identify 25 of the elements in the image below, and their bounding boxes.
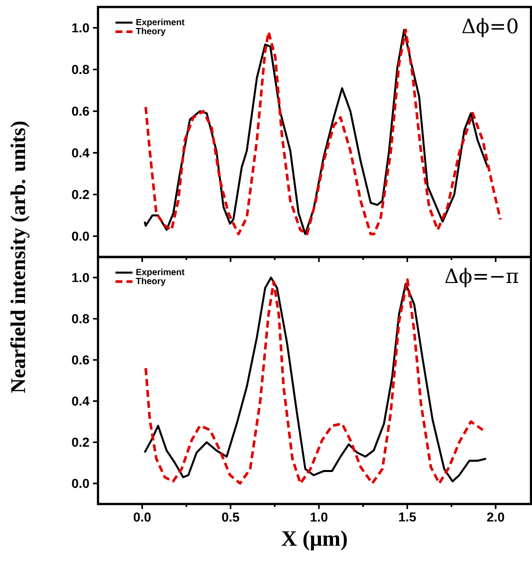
annotation: Δϕ=0 xyxy=(462,18,518,38)
y-tick-label: 0.0 xyxy=(72,478,89,488)
x-axis-title: X (μm) xyxy=(282,530,347,550)
x-tick-label: 1.0 xyxy=(310,512,328,522)
legend-label: Experiment xyxy=(136,268,184,277)
x-tick-label: 1.5 xyxy=(399,512,416,522)
y-tick-label: 0.0 xyxy=(72,232,89,241)
y-tick-label: 0.6 xyxy=(72,106,90,116)
y-tick-label: 0.4 xyxy=(72,396,90,406)
y-tick-label: 0.2 xyxy=(72,438,89,447)
y-tick-label: 0.8 xyxy=(72,64,90,74)
x-tick-label: 0.5 xyxy=(222,512,240,522)
y-tick-label: 0.8 xyxy=(72,314,90,324)
y-tick-label: 0.4 xyxy=(72,148,90,158)
legend-label: Theory xyxy=(136,278,166,286)
x-tick-label: 0.0 xyxy=(134,512,151,522)
y-tick-label: 1.0 xyxy=(72,23,89,32)
y-tick-label: 1.0 xyxy=(72,272,89,282)
x-tick-label: 2.0 xyxy=(487,512,504,522)
legend-label: Theory xyxy=(136,28,166,36)
y-axis-title: Nearfield intensity (arb. units) xyxy=(10,122,30,393)
annotation: Δϕ=−π xyxy=(445,268,518,288)
y-tick-label: 0.6 xyxy=(72,355,90,364)
legend-label: Experiment xyxy=(136,18,184,28)
y-tick-label: 0.2 xyxy=(72,190,89,200)
